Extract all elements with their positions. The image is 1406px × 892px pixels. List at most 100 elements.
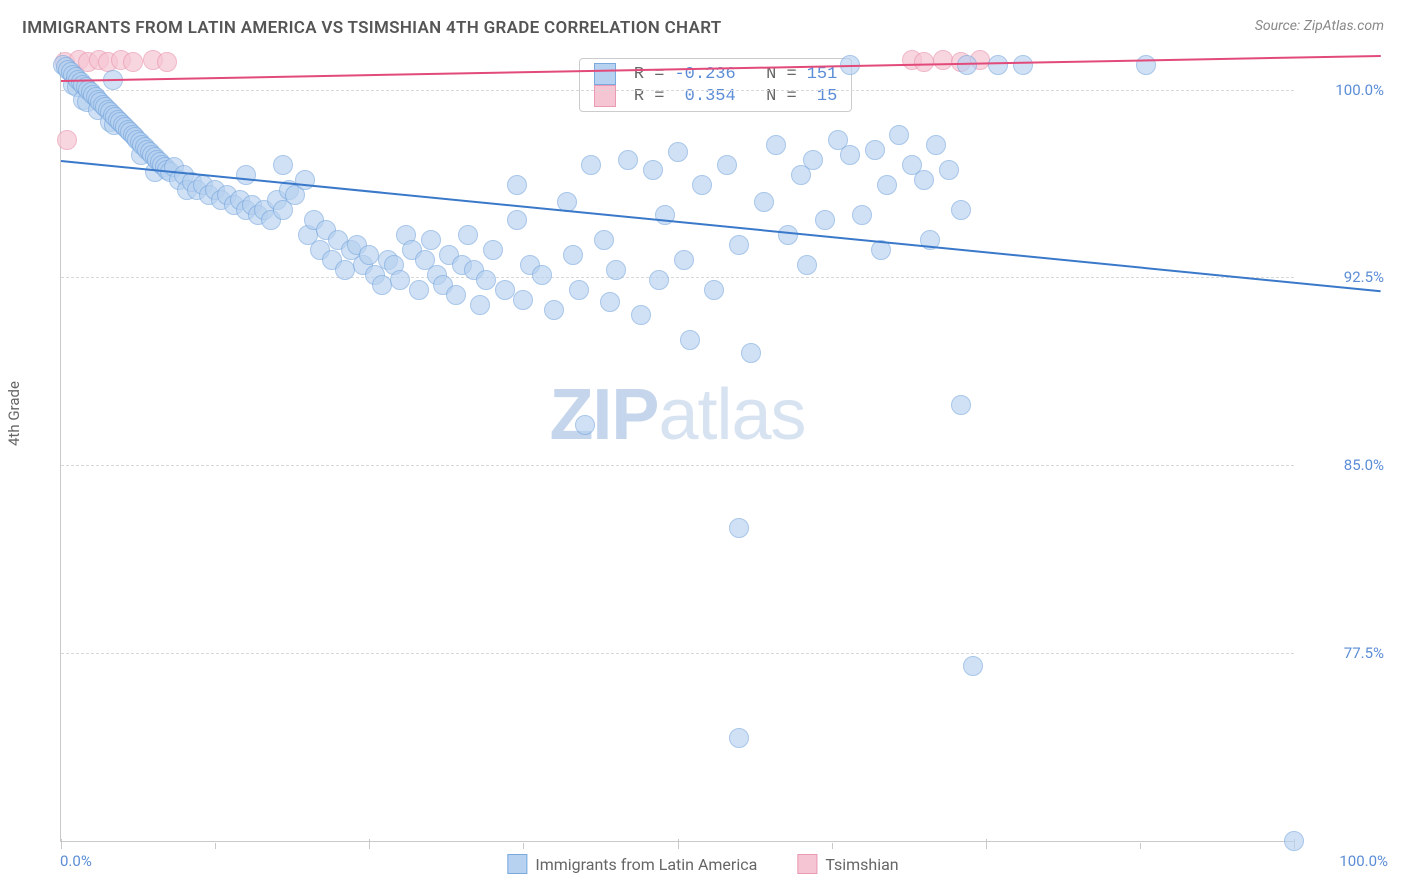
data-point	[692, 175, 712, 195]
data-point	[372, 275, 392, 295]
data-point	[717, 155, 737, 175]
x-axis-min-label: 0.0%	[60, 852, 92, 870]
y-tick-label: 100.0%	[1335, 81, 1384, 99]
stat-swatch	[594, 85, 616, 107]
data-point	[729, 235, 749, 255]
stat-r-label: R =	[634, 65, 665, 84]
data-point	[766, 135, 786, 155]
data-point	[507, 175, 527, 195]
plot-region: ZIPatlas R =-0.236 N =151R = 0.354 N = 1…	[60, 52, 1294, 842]
data-point	[157, 52, 177, 72]
data-point	[335, 260, 355, 280]
data-point	[421, 230, 441, 250]
data-point	[1136, 55, 1156, 75]
data-point	[729, 518, 749, 538]
data-point	[852, 205, 872, 225]
data-point	[797, 255, 817, 275]
gridline	[61, 90, 1294, 91]
x-tick	[523, 843, 524, 849]
data-point	[778, 225, 798, 245]
data-point	[951, 395, 971, 415]
legend-item-a: Immigrants from Latin America	[507, 854, 757, 874]
data-point	[933, 50, 953, 70]
data-point	[674, 250, 694, 270]
data-point	[458, 225, 478, 245]
data-point	[600, 292, 620, 312]
data-point	[631, 305, 651, 325]
data-point	[123, 52, 143, 72]
data-point	[273, 155, 293, 175]
data-point	[507, 210, 527, 230]
data-point	[470, 295, 490, 315]
data-point	[57, 130, 77, 150]
data-point	[476, 270, 496, 290]
data-point	[569, 280, 589, 300]
legend-item-b: Tsimshian	[797, 854, 898, 874]
x-tick	[1140, 843, 1141, 849]
y-tick-label: 92.5%	[1344, 268, 1384, 286]
data-point	[618, 150, 638, 170]
watermark-bold: ZIP	[549, 375, 658, 455]
data-point	[409, 280, 429, 300]
trend-line	[61, 160, 1381, 292]
data-point	[704, 280, 724, 300]
data-point	[815, 210, 835, 230]
x-tick	[678, 839, 679, 849]
legend-swatch-b	[797, 854, 817, 874]
data-point	[1284, 831, 1304, 851]
data-point	[236, 165, 256, 185]
x-tick	[986, 839, 987, 849]
source-credit: Source: ZipAtlas.com	[1255, 18, 1384, 34]
data-point	[988, 55, 1008, 75]
data-point	[951, 200, 971, 220]
watermark-light: atlas	[658, 375, 805, 455]
y-axis-label: 4th Grade	[5, 381, 23, 446]
data-point	[513, 290, 533, 310]
stat-row: R = 0.354 N = 15	[594, 85, 837, 107]
chart-title: IMMIGRANTS FROM LATIN AMERICA VS TSIMSHI…	[22, 18, 722, 38]
source-name: ZipAtlas.com	[1304, 18, 1384, 34]
data-point	[668, 142, 688, 162]
data-point	[803, 150, 823, 170]
legend-label-a: Immigrants from Latin America	[535, 855, 757, 874]
legend: Immigrants from Latin America Tsimshian	[507, 854, 898, 874]
data-point	[729, 728, 749, 748]
data-point	[563, 245, 583, 265]
data-point	[495, 280, 515, 300]
legend-label-b: Tsimshian	[825, 855, 898, 874]
data-point	[840, 145, 860, 165]
data-point	[754, 192, 774, 212]
x-axis-max-label: 100.0%	[1339, 852, 1388, 870]
gridline	[61, 277, 1294, 278]
data-point	[877, 175, 897, 195]
data-point	[575, 415, 595, 435]
data-point	[963, 656, 983, 676]
data-point	[1013, 55, 1033, 75]
x-tick	[369, 839, 370, 849]
data-point	[606, 260, 626, 280]
data-point	[889, 125, 909, 145]
data-point	[649, 270, 669, 290]
y-tick-label: 85.0%	[1344, 456, 1384, 474]
x-tick	[61, 839, 62, 849]
data-point	[680, 330, 700, 350]
x-tick	[832, 843, 833, 849]
data-point	[446, 285, 466, 305]
chart-area: ZIPatlas R =-0.236 N =151R = 0.354 N = 1…	[60, 52, 1388, 842]
data-point	[594, 230, 614, 250]
data-point	[390, 270, 410, 290]
data-point	[865, 140, 885, 160]
y-tick-label: 77.5%	[1344, 644, 1384, 662]
data-point	[532, 265, 552, 285]
data-point	[581, 155, 601, 175]
data-point	[359, 245, 379, 265]
stat-swatch	[594, 63, 616, 85]
data-point	[926, 135, 946, 155]
data-point	[741, 343, 761, 363]
data-point	[914, 52, 934, 72]
data-point	[483, 240, 503, 260]
x-tick	[215, 843, 216, 849]
data-point	[914, 170, 934, 190]
gridline	[61, 465, 1294, 466]
legend-swatch-a	[507, 854, 527, 874]
